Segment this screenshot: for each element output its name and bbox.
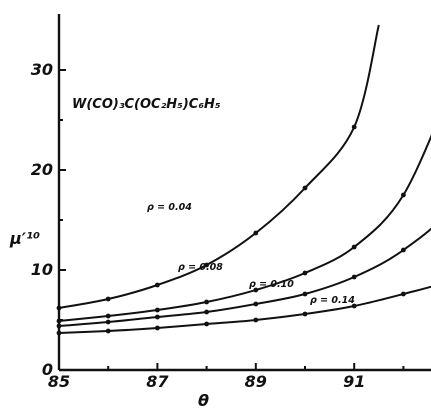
data-point — [155, 314, 160, 320]
data-point — [56, 318, 62, 324]
data-point — [351, 303, 357, 309]
data-point — [351, 244, 357, 250]
series-curves — [58, 24, 431, 334]
data-point — [351, 124, 357, 130]
series-label: ρ = 0.04 — [147, 202, 192, 213]
x-tick-label: 85 — [48, 372, 70, 391]
data-point — [56, 330, 62, 336]
data-point — [56, 323, 62, 329]
x-axis-label: θ — [198, 391, 209, 410]
tick-labels: 85878991930102030 — [31, 60, 366, 391]
data-point — [401, 291, 406, 297]
series-label: ρ = 0.10 — [249, 279, 294, 290]
data-point — [155, 282, 160, 288]
data-point — [204, 299, 210, 305]
data-point — [155, 325, 160, 331]
data-point — [302, 270, 308, 276]
series-line — [58, 134, 431, 322]
y-tick-label: 10 — [31, 260, 53, 279]
data-point — [253, 230, 259, 236]
series-line — [58, 285, 431, 334]
series-label: ρ = 0.08 — [178, 262, 223, 273]
data-point — [302, 185, 308, 191]
data-point — [302, 291, 308, 297]
data-point — [56, 305, 62, 311]
x-tick-label: 89 — [245, 372, 267, 391]
data-point — [204, 321, 210, 327]
data-point — [253, 317, 259, 323]
data-point — [253, 287, 259, 293]
series-line — [58, 227, 431, 327]
data-point — [401, 192, 406, 198]
series-labels: ρ = 0.04 ρ = 0.08 ρ = 0.10 ρ = 0.14 — [147, 202, 355, 306]
data-point — [204, 309, 210, 315]
series-label: ρ = 0.14 — [310, 295, 355, 306]
y-axis-label: μ′¹⁰ — [9, 229, 40, 248]
data-point — [351, 274, 357, 280]
data-point — [105, 328, 111, 334]
data-point — [105, 296, 111, 302]
x-tick-label: 87 — [146, 372, 169, 391]
x-tick-label: 91 — [343, 372, 365, 391]
data-point — [105, 313, 111, 319]
y-tick-label: 20 — [31, 160, 53, 179]
series-points — [56, 124, 406, 336]
data-point — [155, 307, 160, 313]
data-point — [105, 319, 111, 325]
data-point — [204, 262, 210, 268]
y-tick-label: 0 — [42, 360, 53, 379]
data-point — [302, 311, 308, 317]
y-tick-label: 30 — [31, 60, 53, 79]
data-point — [253, 301, 259, 307]
data-point — [401, 247, 406, 253]
tick-marks — [58, 69, 405, 371]
compound-label: W(CO)₃C(OC₂H₅)C₆H₅ — [72, 97, 221, 112]
